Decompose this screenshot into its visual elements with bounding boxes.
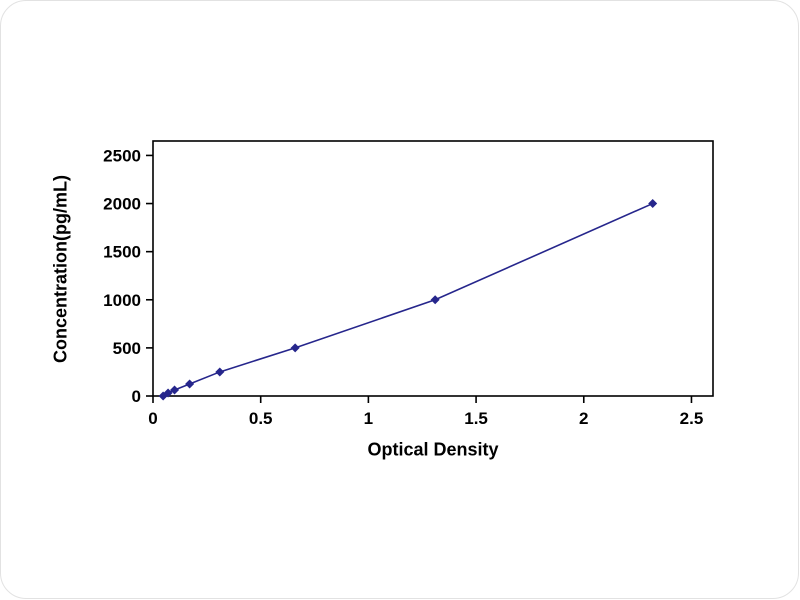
y-tick-label: 500	[113, 339, 141, 358]
data-point-marker	[648, 199, 658, 209]
x-tick-label: 2	[579, 409, 588, 428]
data-point-marker	[290, 343, 300, 353]
x-tick-label: 1	[364, 409, 373, 428]
x-tick-label: 0	[148, 409, 157, 428]
x-tick-label: 0.5	[249, 409, 273, 428]
plot-border	[152, 140, 714, 397]
y-axis-label: Concentration(pg/mL)	[50, 175, 71, 363]
data-point-marker	[430, 295, 440, 305]
y-tick-label: 1000	[103, 291, 141, 310]
y-tick-label: 0	[132, 387, 141, 406]
x-tick-label: 2.5	[680, 409, 704, 428]
data-point-marker	[215, 367, 225, 377]
data-point-marker	[185, 379, 195, 389]
y-tick-label: 1500	[103, 243, 141, 262]
y-tick-label: 2000	[103, 195, 141, 214]
data-point-marker	[170, 385, 180, 395]
y-tick-label: 2500	[103, 146, 141, 165]
series-line	[162, 202, 654, 397]
data-point-marker	[163, 388, 173, 398]
x-tick-label: 1.5	[464, 409, 488, 428]
x-axis-label: Optical Density	[367, 439, 499, 460]
